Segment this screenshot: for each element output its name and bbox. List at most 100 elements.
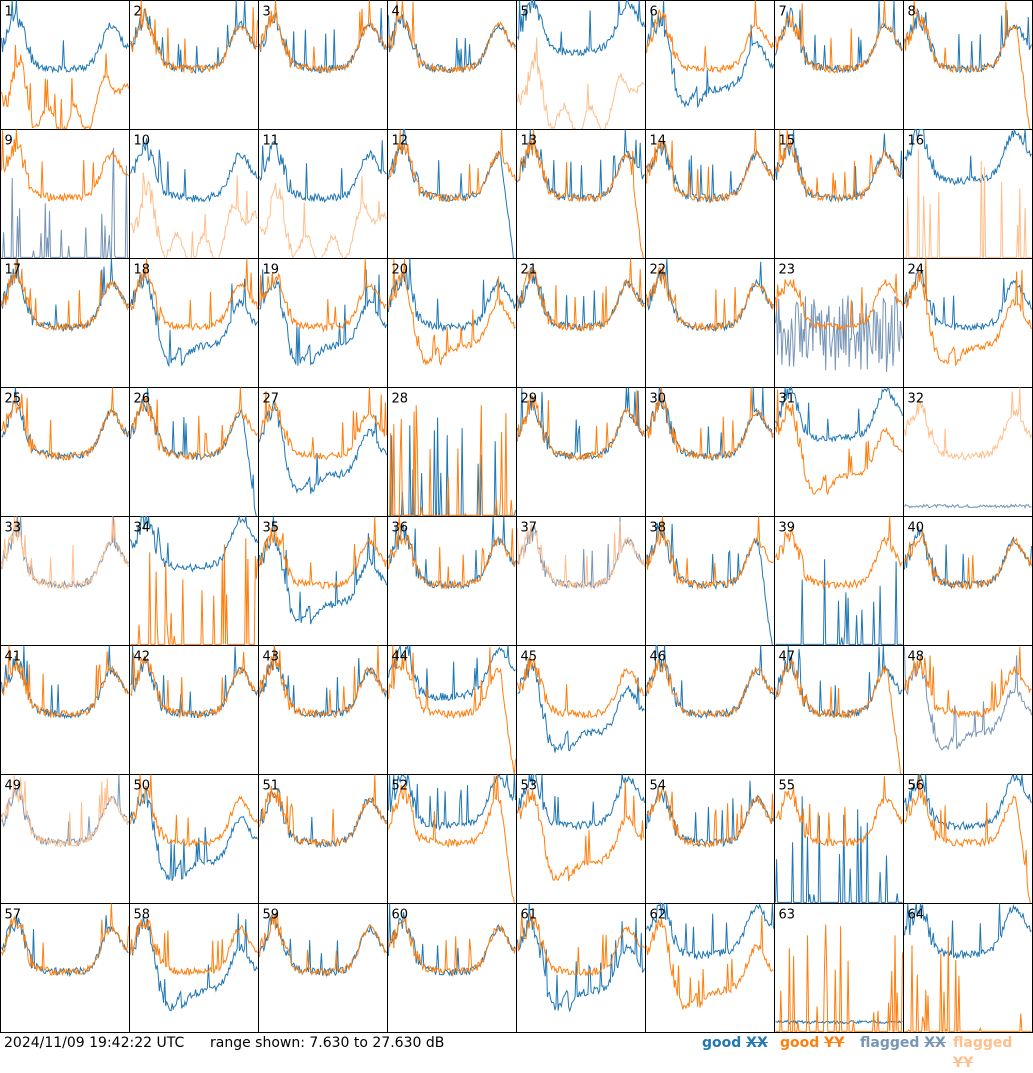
series-xx-line xyxy=(904,8,1032,74)
series-yy-line xyxy=(259,774,387,847)
panel-label: 54 xyxy=(650,779,667,794)
panel-frame xyxy=(258,516,388,646)
panel-frame xyxy=(0,129,130,259)
panel-7: 7 xyxy=(774,0,904,130)
panel-label: 6 xyxy=(650,5,658,20)
series-yy-line xyxy=(1,903,129,976)
series-xx-line xyxy=(646,258,774,333)
panel-label: 21 xyxy=(521,263,538,278)
panel-50: 50 xyxy=(129,774,259,904)
panel-frame xyxy=(129,258,259,388)
panel-12: 12 xyxy=(387,129,517,259)
series-yy-line xyxy=(259,912,387,977)
series-yy-line xyxy=(904,149,1032,258)
panel-label: 49 xyxy=(5,779,22,794)
panel-23: 23 xyxy=(774,258,904,388)
panel-label: 47 xyxy=(779,650,796,665)
series-yy-line xyxy=(775,657,903,775)
spectra-grid: 1 2 3 4 5 6 7 8 9 10 11 12 13 14 15 16 17 18 19 20 21 22 23 24 2… xyxy=(0,0,1033,1033)
panel-label: 24 xyxy=(908,263,925,278)
panel-label: 22 xyxy=(650,263,667,278)
panel-frame xyxy=(516,645,646,775)
series-yy-line xyxy=(775,924,903,1032)
panel-10: 10 xyxy=(129,129,259,260)
panel-33: 33 xyxy=(0,516,130,646)
panel-37: 37 xyxy=(516,516,646,646)
legend-good-xx-pol: XX xyxy=(746,1035,768,1051)
panel-label: 37 xyxy=(521,521,538,536)
panel-frame xyxy=(258,387,388,517)
panel-27: 27 xyxy=(258,387,388,517)
panel-frame xyxy=(516,387,646,517)
series-yy-line xyxy=(775,516,903,590)
series-xx-line xyxy=(775,295,903,373)
panel-frame xyxy=(774,903,904,1033)
panel-9: 9 xyxy=(0,129,130,259)
panel-5: 5 xyxy=(516,0,646,132)
panel-label: 1 xyxy=(5,5,13,20)
series-xx-line xyxy=(259,269,387,366)
panel-38: 38 xyxy=(645,516,775,646)
series-xx-line xyxy=(517,774,645,831)
series-xx-line xyxy=(517,655,645,753)
panel-frame xyxy=(645,258,775,388)
panel-18: 18 xyxy=(129,258,259,388)
panel-label: 39 xyxy=(779,521,796,536)
panel-frame xyxy=(387,774,517,904)
panel-40: 40 xyxy=(903,516,1033,646)
panel-label: 58 xyxy=(134,908,151,923)
panel-34: 34 xyxy=(129,514,259,646)
panel-8: 8 xyxy=(903,0,1033,130)
panel-39: 39 xyxy=(774,516,904,646)
panel-frame xyxy=(645,903,775,1033)
panel-52: 52 xyxy=(387,774,517,904)
series-yy-line xyxy=(130,0,258,74)
panel-63: 63 xyxy=(774,903,904,1033)
series-yy-line xyxy=(517,389,645,462)
series-yy-line xyxy=(775,273,903,332)
panel-label: 34 xyxy=(134,521,151,536)
panel-22: 22 xyxy=(645,258,775,388)
series-yy-line xyxy=(130,172,258,260)
panel-15: 15 xyxy=(774,129,904,259)
series-yy-line xyxy=(259,258,387,333)
series-xx-line xyxy=(1,645,129,720)
series-yy-line xyxy=(517,258,645,332)
series-yy-line xyxy=(259,387,387,461)
series-yy-line xyxy=(904,530,1032,591)
series-yy-line xyxy=(130,774,258,848)
panel-label: 43 xyxy=(263,650,280,665)
panel-frame xyxy=(903,903,1033,1033)
panel-label: 3 xyxy=(263,5,271,20)
panel-label: 32 xyxy=(908,392,925,407)
panel-label: 17 xyxy=(5,263,22,278)
panel-label: 14 xyxy=(650,134,667,149)
panel-41: 41 xyxy=(0,645,130,775)
series-yy-line xyxy=(388,774,516,904)
panel-label: 18 xyxy=(134,263,151,278)
panel-54: 54 xyxy=(645,774,775,904)
panel-label: 51 xyxy=(263,779,280,794)
panel-frame xyxy=(516,903,646,1033)
series-xx-line xyxy=(517,903,645,1013)
panel-2: 2 xyxy=(129,0,259,130)
panel-11: 11 xyxy=(258,129,388,260)
panel-29: 29 xyxy=(516,387,646,517)
series-xx-line xyxy=(646,780,774,848)
series-yy-line xyxy=(259,0,387,74)
series-yy-line xyxy=(646,0,774,74)
panel-label: 31 xyxy=(779,392,796,407)
series-yy-line xyxy=(388,405,516,516)
panel-48: 48 xyxy=(903,645,1033,775)
series-yy-line xyxy=(130,651,258,719)
panel-frame xyxy=(129,0,259,130)
legend-good-yy-prefix: good xyxy=(780,1035,820,1051)
series-xx-line xyxy=(130,138,258,203)
panel-label: 13 xyxy=(521,134,538,149)
series-yy-line xyxy=(517,129,645,259)
panel-57: 57 xyxy=(0,903,130,1033)
panel-24: 24 xyxy=(903,258,1033,388)
series-xx-line xyxy=(1,0,129,74)
panel-26: 26 xyxy=(129,387,259,517)
panel-30: 30 xyxy=(645,387,775,517)
